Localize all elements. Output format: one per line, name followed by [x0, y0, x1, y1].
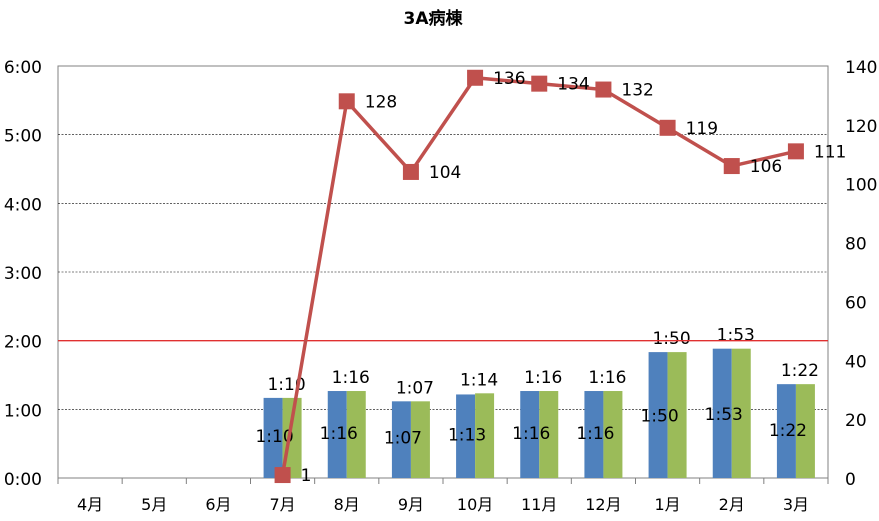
bar	[263, 397, 283, 478]
bar-data-label: 1:50	[652, 329, 690, 349]
bar-data-label: 1:16	[576, 424, 614, 444]
bar	[456, 394, 476, 478]
x-tick-label: 7月	[269, 495, 295, 514]
bar	[539, 391, 559, 478]
x-tick-label: 4月	[77, 495, 103, 514]
bar	[327, 391, 347, 478]
y-right-tick-label: 100	[845, 176, 877, 196]
bar-data-label: 1:13	[448, 425, 486, 445]
bar-data-label: 1:50	[640, 406, 678, 426]
bar	[776, 384, 796, 478]
line-data-label: 106	[750, 157, 782, 177]
line-data-label: 1	[301, 466, 312, 486]
line-data-label: 134	[557, 75, 589, 95]
y-right-tick-label: 80	[845, 235, 867, 255]
y-right-tick-label: 0	[845, 470, 856, 490]
bar-data-label: 1:16	[332, 368, 370, 388]
y-right-tick-label: 60	[845, 293, 867, 313]
bar-data-label: 1:16	[320, 424, 358, 444]
bar	[410, 401, 430, 478]
y-left-tick-label: 1:00	[4, 401, 42, 421]
line-data-label: 128	[365, 92, 397, 112]
x-tick-label: 11月	[521, 495, 557, 514]
line-marker	[467, 69, 484, 86]
line-marker	[402, 163, 419, 180]
bar-data-label: 1:22	[769, 421, 807, 441]
line-marker	[787, 143, 804, 160]
bar-data-label: 1:14	[460, 370, 498, 390]
x-tick-label: 10月	[457, 495, 493, 514]
bar-data-label: 1:53	[717, 326, 755, 346]
bar-data-label: 1:07	[384, 428, 422, 448]
x-tick-label: 8月	[334, 495, 360, 514]
bar-data-label: 1:22	[781, 361, 819, 381]
line-marker	[595, 81, 612, 98]
line-data-label: 119	[686, 119, 718, 139]
chart-title: 3A病棟	[404, 8, 464, 29]
bar-data-label: 1:16	[524, 368, 562, 388]
bar	[648, 352, 668, 478]
bar	[584, 391, 604, 478]
x-tick-label: 3月	[783, 495, 809, 514]
line-marker	[723, 158, 740, 175]
bar-data-label: 1:16	[588, 368, 626, 388]
y-left-tick-label: 0:00	[4, 470, 42, 490]
line-marker	[274, 467, 291, 484]
y-right-tick-label: 120	[845, 117, 877, 137]
y-right-tick-label: 40	[845, 352, 867, 372]
bar	[667, 352, 687, 478]
x-tick-label: 6月	[205, 495, 231, 514]
line-data-label: 136	[493, 69, 525, 89]
bar	[795, 384, 815, 478]
line-data-label: 104	[429, 163, 461, 183]
x-tick-label: 9月	[398, 495, 424, 514]
y-left-tick-label: 5:00	[4, 127, 42, 147]
bar	[475, 393, 495, 478]
bar-data-label: 1:53	[705, 405, 743, 425]
line-marker	[338, 93, 355, 110]
bar	[282, 397, 302, 478]
y-left-tick-label: 3:00	[4, 264, 42, 284]
bar	[346, 391, 366, 478]
bar	[520, 391, 540, 478]
bar	[712, 348, 732, 478]
y-right-tick-label: 20	[845, 411, 867, 431]
bar-data-label: 1:07	[396, 378, 434, 398]
y-right-tick-label: 140	[845, 58, 877, 78]
x-tick-label: 2月	[719, 495, 745, 514]
bar	[603, 391, 623, 478]
bar	[731, 348, 751, 478]
y-left-tick-label: 6:00	[4, 58, 42, 78]
y-left-tick-label: 4:00	[4, 195, 42, 215]
bar-data-label: 1:10	[255, 427, 293, 447]
line-data-label: 111	[814, 142, 846, 162]
y-left-tick-label: 2:00	[4, 333, 42, 353]
bar	[391, 401, 411, 478]
x-tick-label: 5月	[141, 495, 167, 514]
x-tick-label: 12月	[585, 495, 621, 514]
bar-data-label: 1:16	[512, 424, 550, 444]
line-marker	[659, 119, 676, 136]
line-data-label: 132	[621, 81, 653, 101]
line-marker	[531, 75, 548, 92]
x-tick-label: 1月	[654, 495, 680, 514]
